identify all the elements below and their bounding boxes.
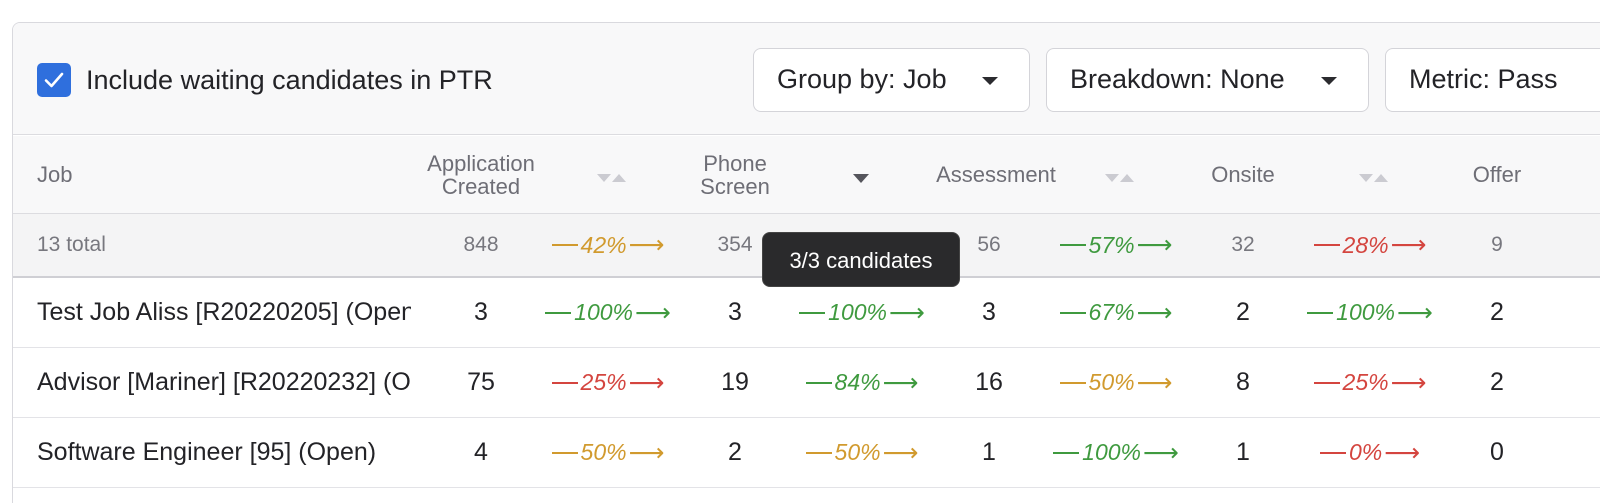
group-by-dropdown[interactable]: Group by: Job [753,48,1030,112]
conversion-rate: 84% ⟶ [797,348,927,417]
total-onsite: 32 [1231,233,1255,256]
onsite-count: 1 [1236,438,1250,466]
conversion-rate: 100% ⟶ [543,278,673,347]
conversion-rate: 100% ⟶ [1305,278,1435,347]
col-header-application-created[interactable]: Application Created [427,151,535,199]
check-icon [44,72,64,88]
conversion-rate[interactable]: 100% ⟶ [797,278,927,347]
application-created-count: 75 [467,368,495,396]
sort-icon[interactable] [1105,169,1134,187]
conversion-rate: 50% ⟶ [1051,348,1181,417]
job-name[interactable]: Test Job Aliss [R20220205] (Open) [37,298,411,326]
caret-down-icon [982,77,998,85]
conversion-rate: 42% ⟶ [543,214,673,276]
conversion-rate: 25% ⟶ [543,348,673,417]
application-created-count: 3 [474,298,488,326]
arrow-right-icon: ⟶ [888,298,925,327]
onsite-count: 2 [1236,298,1250,326]
total-phone-screen: 354 [717,233,753,256]
arrow-right-icon: ⟶ [634,298,671,327]
arrow-right-icon: ⟶ [1142,438,1179,467]
conversion-rate: 50% ⟶ [797,418,927,487]
col-header-job[interactable]: Job [37,162,73,187]
metric-label: Metric: Pass [1409,64,1558,94]
breakdown-label: Breakdown: None [1070,64,1285,94]
arrow-right-icon: ⟶ [882,368,919,397]
phone-screen-count: 3 [728,298,742,326]
arrow-right-icon: ⟶ [1136,298,1173,327]
col-header-onsite[interactable]: Onsite [1211,162,1275,187]
table-row[interactable]: Advisor [Mariner] [R20220232] (Open) 75 … [13,348,1600,418]
include-waiting-checkbox[interactable] [37,63,71,97]
offer-count: 2 [1490,298,1504,326]
conversion-rate: 57% ⟶ [1051,214,1181,276]
breakdown-dropdown[interactable]: Breakdown: None [1046,48,1369,112]
conversion-rate: 100% ⟶ [1051,418,1181,487]
total-offer: 9 [1491,233,1503,256]
phone-screen-count: 2 [728,438,742,466]
conversion-rate: 67% ⟶ [1051,278,1181,347]
total-label: 13 total [37,233,106,256]
conversion-rate: 28% ⟶ [1305,214,1435,276]
conversion-rate: 50% ⟶ [543,418,673,487]
phone-screen-count: 19 [721,368,749,396]
report-panel: Include waiting candidates in PTR Group … [12,22,1600,503]
table-row[interactable]: Test Job Aliss [R20220205] (Open) 3 100%… [13,278,1600,348]
total-assessment: 56 [977,233,1001,256]
sort-icon[interactable] [1359,169,1388,187]
sort-desc-icon[interactable] [853,170,869,188]
assessment-count: 3 [982,298,996,326]
assessment-count: 1 [982,438,996,466]
onsite-count: 8 [1236,368,1250,396]
col-header-assessment[interactable]: Assessment [936,162,1056,187]
conversion-rate: 25% ⟶ [1305,348,1435,417]
arrow-right-icon: ⟶ [1384,438,1421,467]
include-waiting-label[interactable]: Include waiting candidates in PTR [86,65,493,95]
offer-count: 0 [1490,438,1504,466]
total-application-created: 848 [463,233,499,256]
job-name[interactable]: Advisor [Mariner] [R20220232] (Open) [37,368,411,396]
arrow-right-icon: ⟶ [628,231,665,259]
arrow-right-icon: ⟶ [628,438,665,467]
arrow-right-icon: ⟶ [882,438,919,467]
table-header: Job Application Created Phone Screen Ass… [13,136,1600,214]
job-name[interactable]: Software Engineer [95] (Open) [37,438,377,466]
caret-down-icon [1321,77,1337,85]
assessment-count: 16 [975,368,1003,396]
offer-count: 2 [1490,368,1504,396]
conversion-rate: 0% ⟶ [1305,418,1435,487]
col-header-offer[interactable]: Offer [1472,162,1522,187]
application-created-count: 4 [474,438,488,466]
arrow-right-icon: ⟶ [1136,368,1173,397]
arrow-right-icon: ⟶ [628,368,665,397]
arrow-right-icon: ⟶ [1136,231,1173,259]
table-row[interactable]: Software Engineer [95] (Open) 4 50% ⟶ 2 5… [13,418,1600,488]
arrow-right-icon: ⟶ [1390,231,1427,259]
arrow-right-icon: ⟶ [1396,298,1433,327]
toolbar: Include waiting candidates in PTR Group … [13,23,1600,135]
metric-dropdown[interactable]: Metric: Pass [1385,48,1600,112]
sort-icon[interactable] [597,169,626,187]
col-header-phone-screen[interactable]: Phone Screen [700,151,770,199]
arrow-right-icon: ⟶ [1390,368,1427,397]
candidates-tooltip: 3/3 candidates [762,232,960,287]
group-by-label: Group by: Job [777,64,947,94]
